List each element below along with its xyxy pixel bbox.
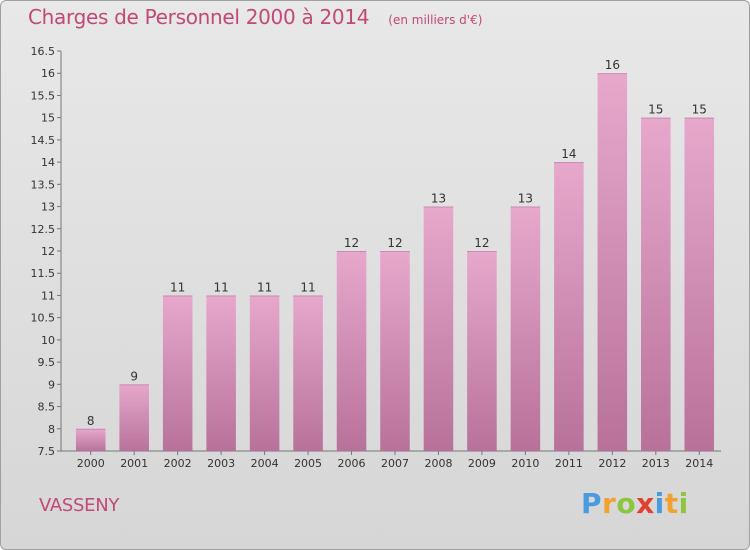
bar-value-label: 12 (387, 236, 402, 250)
bar (293, 295, 323, 451)
bar-value-label: 14 (561, 147, 576, 161)
bar (75, 428, 106, 451)
bar (162, 295, 193, 451)
logo-letter: x (636, 487, 655, 520)
y-tick-label: 8.5 (38, 401, 56, 414)
bar-value-label: 8 (87, 414, 95, 428)
y-tick-label: 10.5 (31, 312, 56, 325)
x-tick-label: 2004 (251, 457, 279, 470)
bar (684, 117, 715, 452)
x-tick-label: 2008 (424, 457, 452, 470)
bar (510, 206, 541, 451)
bar (467, 251, 497, 451)
bar-value-label: 11 (300, 280, 315, 294)
bar (249, 295, 280, 451)
y-tick-label: 13 (41, 201, 55, 214)
y-tick-label: 10 (41, 334, 55, 347)
y-tick-label: 9 (48, 378, 55, 391)
x-tick-label: 2010 (511, 457, 539, 470)
y-tick-label: 7.5 (38, 445, 56, 458)
data-labels: 8 9 11 11 11 11 12 12 13 12 13 14 16 15 15 (87, 58, 707, 428)
bar (336, 251, 367, 451)
y-tick-label: 11 (41, 289, 55, 302)
proxiti-logo[interactable]: Proxiti (581, 487, 689, 520)
x-tick-label: 2005 (294, 457, 322, 470)
x-tick-label: 2011 (555, 457, 583, 470)
logo-letter: r (602, 487, 617, 520)
bar-value-label: 16 (605, 58, 620, 72)
axes: 7.5 8 8.5 9 9.5 10 10.5 11 11.5 12 12.5 13 13.5 14 14.… (31, 45, 721, 470)
bar-value-label: 15 (692, 103, 707, 117)
x-tick-label: 2012 (598, 457, 626, 470)
commune-name: VASSENY (39, 495, 120, 516)
y-tick-label: 16.5 (31, 45, 56, 58)
bar-value-label: 11 (257, 280, 272, 294)
bar-value-label: 13 (431, 192, 446, 206)
title-row: Charges de Personnel 2000 à 2014 (en mil… (28, 5, 482, 29)
bar (119, 384, 149, 451)
x-tick-label: 2009 (468, 457, 496, 470)
bar-value-label: 12 (474, 236, 489, 250)
y-tick-label: 14.5 (31, 134, 56, 147)
y-tick-label: 15.5 (31, 89, 56, 102)
bar (554, 162, 584, 451)
bar-value-label: 11 (213, 280, 228, 294)
bar-value-label: 15 (648, 103, 663, 117)
x-tick-label: 2000 (77, 457, 105, 470)
x-tick-label: 2003 (207, 457, 235, 470)
bars (75, 73, 715, 452)
y-tick-label: 12.5 (31, 223, 56, 236)
bar-value-label: 11 (170, 280, 185, 294)
y-tick-label: 9.5 (38, 356, 56, 369)
bar-value-label: 9 (130, 369, 138, 383)
x-tick-label: 2001 (120, 457, 148, 470)
bar (597, 73, 628, 451)
logo-letter: i (678, 487, 689, 520)
x-tick-label: 2014 (685, 457, 713, 470)
x-tick-label: 2006 (338, 457, 366, 470)
x-tick-label: 2013 (642, 457, 670, 470)
logo-letter: i (654, 487, 665, 520)
y-tick-label: 8 (48, 423, 55, 436)
y-tick-label: 16 (41, 67, 55, 80)
x-tick-label: 2002 (164, 457, 192, 470)
y-tick-label: 12 (41, 245, 55, 258)
y-tick-label: 15 (41, 112, 55, 125)
bar (423, 206, 454, 451)
bar (206, 295, 236, 451)
logo-letter: o (616, 487, 637, 520)
x-tick-label: 2007 (381, 457, 409, 470)
bar (641, 117, 671, 452)
chart-title: Charges de Personnel 2000 à 2014 (28, 5, 370, 29)
y-tick-label: 14 (41, 156, 55, 169)
y-tick-label: 11.5 (31, 267, 56, 280)
y-tick-label: 13.5 (31, 178, 56, 191)
logo-letter: P (581, 487, 603, 520)
logo-letter: t (664, 487, 679, 520)
bar-value-label: 12 (344, 236, 359, 250)
bar (380, 251, 410, 451)
bar-value-label: 13 (518, 192, 533, 206)
chart-units: (en milliers d'€) (388, 13, 483, 27)
